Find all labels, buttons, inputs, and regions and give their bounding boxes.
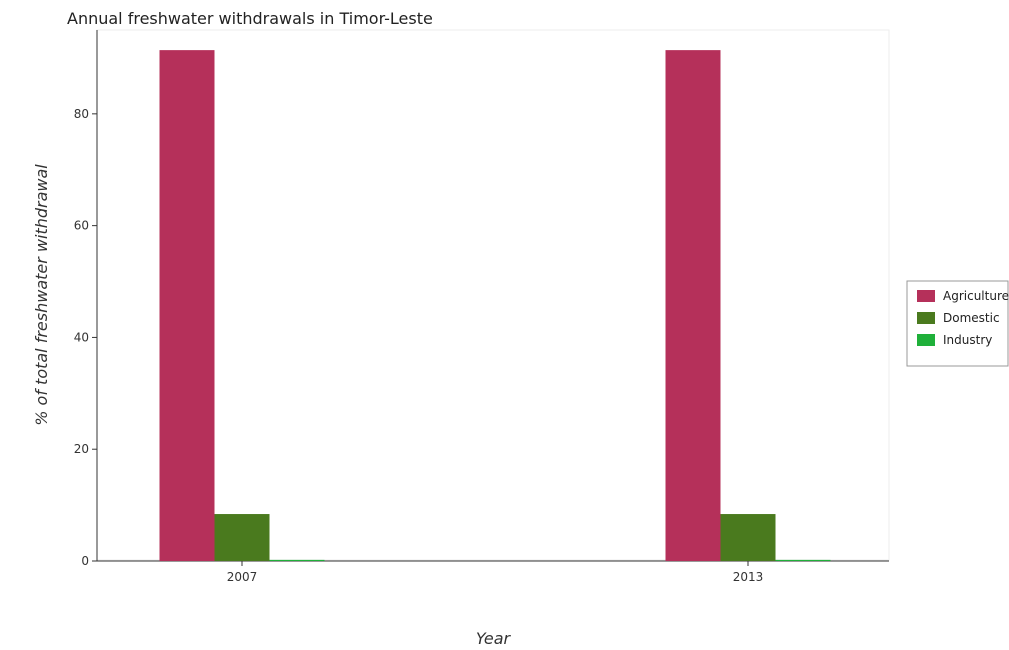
legend-swatch-industry [917, 334, 935, 346]
bar-industry-2007 [269, 559, 325, 561]
bar-domestic-2007 [214, 514, 270, 561]
legend-label-industry: Industry [943, 333, 992, 347]
legend-swatch-domestic [917, 312, 935, 324]
legend: Agriculture Domestic Industry [906, 280, 1009, 367]
chart-title: Annual freshwater withdrawals in Timor-L… [67, 9, 433, 28]
x-tick-label: 2007 [227, 570, 258, 584]
y-tick-label: 80 [74, 107, 89, 121]
y-tick-label: 0 [81, 554, 89, 568]
bar-industry-2013 [775, 559, 831, 561]
legend-label-agriculture: Agriculture [943, 289, 1009, 303]
y-tick-label: 60 [74, 219, 89, 233]
bar-agriculture-2007 [159, 50, 215, 562]
x-tick-label: 2013 [733, 570, 764, 584]
bar-domestic-2013 [720, 514, 776, 561]
y-tick-label: 20 [74, 442, 89, 456]
legend-items: Agriculture Domestic Industry [917, 289, 1009, 347]
legend-label-domestic: Domestic [943, 311, 1000, 325]
legend-swatch-agriculture [917, 290, 935, 302]
x-axis-label: Year [476, 629, 512, 648]
bars [159, 50, 831, 562]
x-ticks: 2007 2013 [227, 561, 764, 584]
bar-agriculture-2013 [665, 50, 721, 562]
plot-frame [96, 29, 890, 561]
y-tick-label: 40 [74, 330, 89, 344]
y-axis-label: % of total freshwater withdrawal [32, 164, 51, 426]
y-ticks: 0 20 40 60 80 [74, 107, 97, 568]
